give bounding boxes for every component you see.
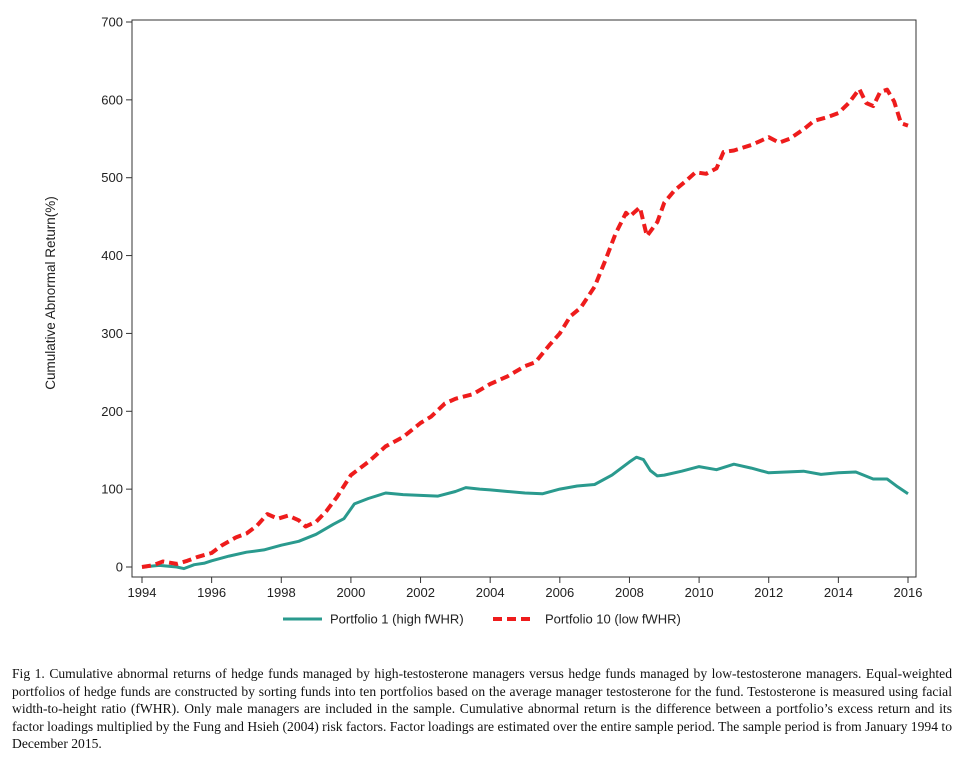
x-tick-label: 2010 bbox=[685, 585, 714, 600]
y-axis-title: Cumulative Abnormal Return(%) bbox=[43, 196, 58, 390]
x-tick-label: 2000 bbox=[336, 585, 365, 600]
figure-caption: Fig 1. Cumulative abnormal returns of he… bbox=[12, 666, 952, 752]
y-tick-label: 300 bbox=[101, 326, 123, 341]
legend-label-1: Portfolio 1 (high fWHR) bbox=[330, 612, 464, 627]
series-line-2 bbox=[141, 87, 909, 569]
legend: Portfolio 1 (high fWHR) Portfolio 10 (low… bbox=[283, 612, 681, 627]
x-tick-label: 2002 bbox=[406, 585, 435, 600]
plot-frame bbox=[131, 19, 917, 578]
x-tick-label: 1994 bbox=[128, 585, 157, 600]
y-axis: 0 100 200 300 400 500 600 700 bbox=[101, 15, 132, 575]
x-axis: 1994 1996 1998 2000 2002 2004 2006 2008 2010 2012… bbox=[128, 577, 923, 600]
y-tick-label: 400 bbox=[101, 248, 123, 263]
x-tick-label: 2014 bbox=[824, 585, 853, 600]
x-tick-label: 2004 bbox=[476, 585, 505, 600]
y-tick-label: 200 bbox=[101, 404, 123, 419]
chart: 0 100 200 300 400 500 600 700 1994 1996 1998 2000 2… bbox=[43, 15, 923, 627]
series-layer bbox=[141, 87, 909, 571]
legend-label-2: Portfolio 10 (low fWHR) bbox=[545, 612, 681, 627]
y-tick-label: 500 bbox=[101, 170, 123, 185]
y-tick-label: 600 bbox=[101, 92, 123, 107]
x-tick-label: 2006 bbox=[545, 585, 574, 600]
y-tick-label: 700 bbox=[101, 15, 123, 30]
series-line-1 bbox=[141, 455, 909, 571]
x-tick-label: 2012 bbox=[754, 585, 783, 600]
x-tick-label: 1998 bbox=[267, 585, 296, 600]
x-tick-label: 2016 bbox=[894, 585, 923, 600]
x-tick-label: 2008 bbox=[615, 585, 644, 600]
x-tick-label: 1996 bbox=[197, 585, 226, 600]
y-tick-label: 100 bbox=[101, 482, 123, 497]
y-tick-label: 0 bbox=[116, 560, 123, 575]
